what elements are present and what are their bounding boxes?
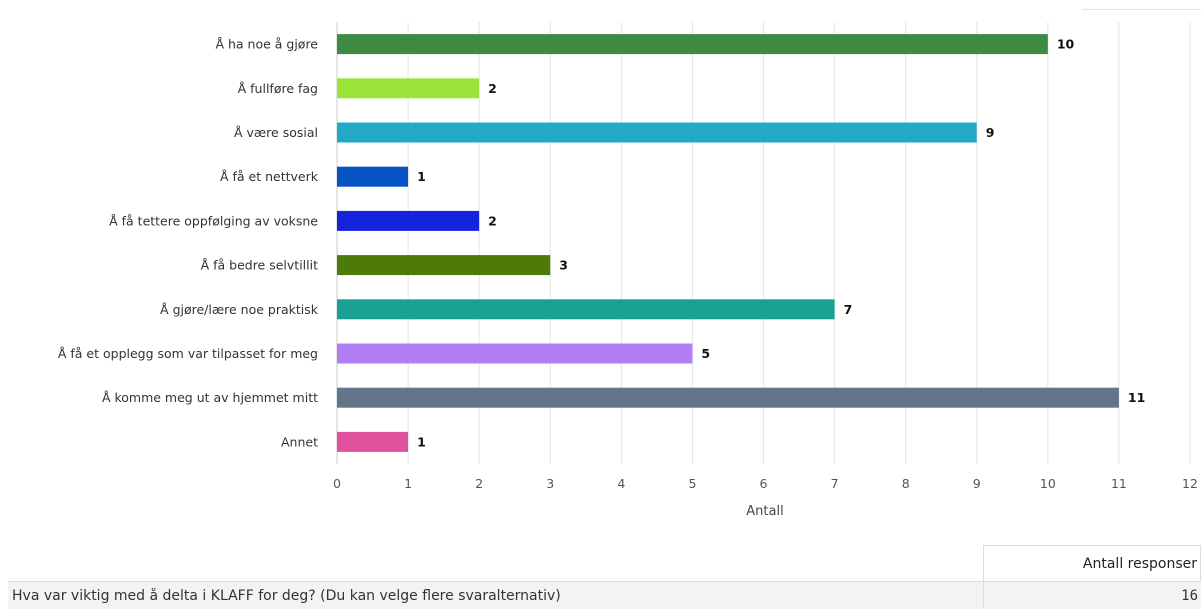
- responses-header-label: Antall responser: [1082, 555, 1197, 572]
- x-tick-label: 4: [617, 476, 625, 491]
- response-count: 16: [983, 582, 1201, 609]
- responses-column-header: Antall responser: [983, 545, 1201, 581]
- data-label: 1: [417, 434, 426, 449]
- data-label: 2: [488, 213, 497, 228]
- category-labels: Å ha noe å gjøre Å fullføre fag Å være sos…: [58, 37, 319, 450]
- x-tick-label: 6: [760, 476, 768, 491]
- bar: [337, 343, 693, 364]
- bar: [337, 34, 1048, 55]
- x-tick-label: 2: [475, 476, 483, 491]
- bar: [337, 210, 480, 231]
- data-label: 2: [488, 81, 497, 96]
- category-label: Å få tettere oppfølging av voksne: [109, 213, 318, 228]
- x-tick-label: 9: [973, 476, 981, 491]
- category-label: Å ha noe å gjøre: [215, 37, 318, 52]
- bar: [337, 387, 1119, 408]
- question-text: Hva var viktig med å delta i KLAFF for d…: [12, 587, 561, 604]
- x-tick-label: 10: [1040, 476, 1056, 491]
- category-label: Annet: [281, 434, 318, 449]
- x-tick-label: 1: [404, 476, 412, 491]
- x-tick-label: 0: [333, 476, 341, 491]
- bar: [337, 255, 551, 276]
- data-label: 9: [986, 125, 995, 140]
- x-axis-title: Antall: [746, 504, 783, 519]
- data-label: 7: [844, 302, 853, 317]
- x-tick-label: 8: [902, 476, 910, 491]
- corner-frame: [1082, 0, 1201, 10]
- category-label: Å gjøre/lære noe praktisk: [160, 302, 319, 317]
- bar: [337, 78, 480, 99]
- x-tick-label: 11: [1111, 476, 1127, 491]
- bars: [337, 34, 1119, 452]
- category-label: Å få et opplegg som var tilpasset for me…: [58, 346, 318, 361]
- data-label: 3: [559, 258, 568, 273]
- category-label: Å få et nettverk: [220, 169, 319, 184]
- category-label: Å være sosial: [234, 125, 318, 140]
- data-label: 5: [701, 346, 710, 361]
- data-label: 10: [1057, 37, 1075, 52]
- bar: [337, 299, 835, 320]
- data-label: 1: [417, 169, 426, 184]
- x-tick-label: 5: [688, 476, 696, 491]
- x-tick-label: 7: [831, 476, 839, 491]
- category-label: Å fullføre fag: [238, 81, 318, 96]
- bar: [337, 166, 409, 187]
- x-tick-label: 12: [1182, 476, 1198, 491]
- bar-chart: Å ha noe å gjøre Å fullføre fag Å være sos…: [58, 22, 1198, 519]
- bar: [337, 122, 977, 143]
- x-tick-labels: 0 1 2 3 4 5 6 7 8 9 10 11 12: [333, 476, 1198, 491]
- table-row: Hva var viktig med å delta i KLAFF for d…: [8, 581, 1201, 609]
- category-label: Å få bedre selvtillit: [201, 258, 319, 273]
- x-tick-label: 3: [546, 476, 554, 491]
- category-label: Å komme meg ut av hjemmet mitt: [102, 390, 318, 405]
- data-label: 11: [1128, 390, 1145, 405]
- bar: [337, 431, 409, 452]
